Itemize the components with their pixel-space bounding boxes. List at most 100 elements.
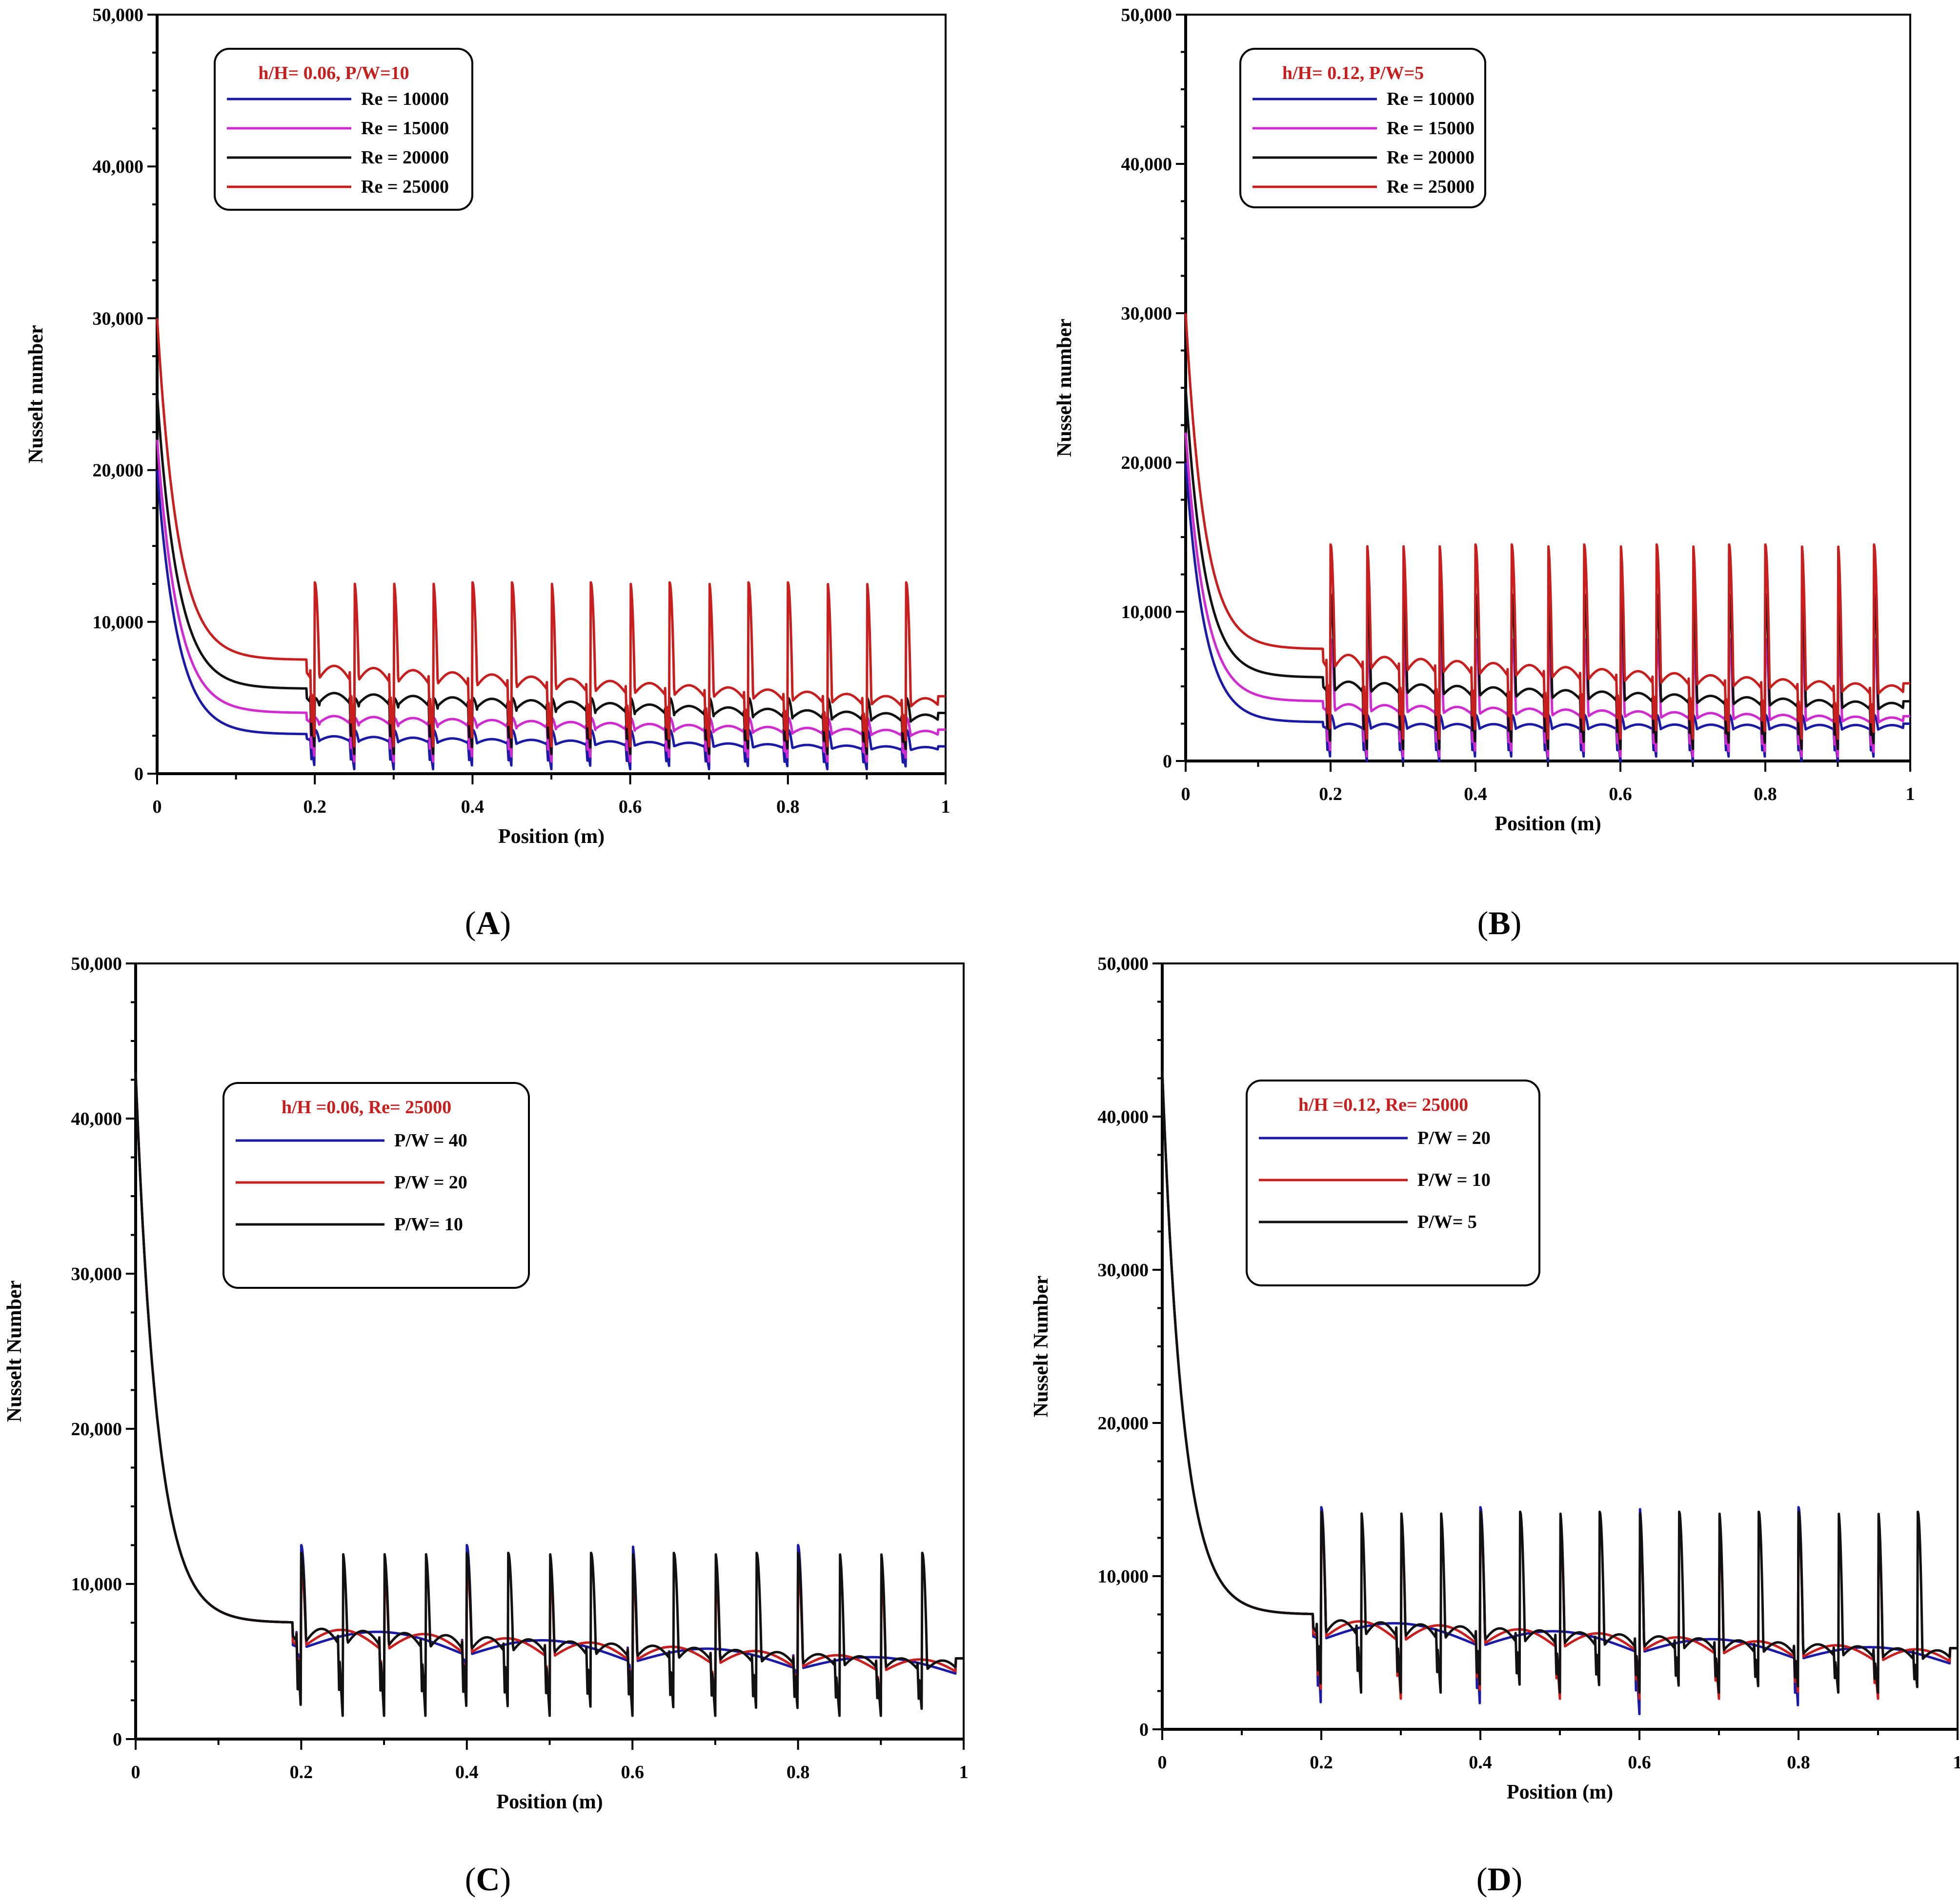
- y-axis-title: Nusselt Number: [1030, 1276, 1052, 1418]
- x-tick-label: 0.6: [1609, 784, 1632, 804]
- x-tick-label: 0.6: [619, 797, 642, 817]
- legend-entry-1: P/W = 10: [1417, 1170, 1491, 1190]
- panel-label: (A): [465, 904, 511, 941]
- panel-label: (B): [1477, 904, 1522, 941]
- x-axis-title: Position (m): [498, 825, 605, 848]
- series-line-2: [134, 1072, 965, 1717]
- panel-label: (D): [1476, 1861, 1522, 1898]
- legend-box: [1246, 1080, 1540, 1286]
- panel-label-open: (: [465, 904, 476, 941]
- x-axis-title: Position (m): [1495, 813, 1601, 835]
- x-tick-label: 0.4: [455, 1762, 479, 1782]
- y-axis-title: Nusselt number: [1053, 319, 1076, 457]
- x-tick-label: 0.4: [461, 797, 485, 817]
- y-tick-label: 40,000: [93, 157, 144, 177]
- y-tick-label: 0: [134, 764, 143, 784]
- chart-panel-d: 0 10,000 20,000 30,000 40,000 50,000 0 0.2 0.4 0.…: [1030, 954, 1960, 1898]
- y-tick-label: 0: [1139, 1720, 1149, 1740]
- panel-label-letter: B: [1488, 904, 1510, 941]
- x-tick-label: 0.2: [1310, 1752, 1333, 1773]
- legend-box: [222, 1082, 530, 1289]
- y-tick-label: 50,000: [93, 5, 144, 25]
- panel-label-close: ): [1512, 1861, 1523, 1898]
- x-tick-label: 0: [131, 1762, 141, 1782]
- y-tick-label: 10,000: [93, 612, 144, 633]
- chart-panel-b: 0 10,000 20,000 30,000 40,000 50,000 0 0.2 0.4 0.…: [1053, 5, 1915, 941]
- x-tick-label: 0.4: [1464, 784, 1487, 804]
- legend-entry-1: Re = 15000: [1387, 118, 1475, 139]
- x-tick-label: 0: [153, 797, 162, 817]
- series-line-2: [1184, 387, 1911, 750]
- x-tick-label: 0.6: [1628, 1752, 1651, 1773]
- legend-entry-0: Re = 10000: [361, 89, 449, 109]
- y-tick-label: 20,000: [93, 460, 144, 481]
- legend-entry-0: Re = 10000: [1387, 89, 1475, 109]
- y-tick-label: 40,000: [1121, 154, 1172, 175]
- y-axis-title: Nusselt number: [25, 325, 47, 463]
- y-tick-label: 20,000: [1098, 1413, 1149, 1434]
- series-line-2: [1161, 1070, 1959, 1694]
- legend-entry-3: Re = 25000: [361, 177, 449, 197]
- x-tick-label: 1: [1953, 1752, 1960, 1773]
- y-tick-label: 30,000: [1098, 1260, 1149, 1281]
- panel-label-close: ): [500, 904, 511, 941]
- legend-entry-1: Re = 15000: [361, 118, 449, 139]
- x-tick-label: 1: [941, 797, 950, 817]
- x-tick-label: 1: [959, 1762, 969, 1782]
- series-line-3: [156, 318, 947, 748]
- x-tick-label: 0.2: [303, 797, 326, 817]
- panel-label-open: (: [1476, 1861, 1488, 1898]
- panel-label-letter: D: [1487, 1861, 1511, 1898]
- x-tick-label: 0: [1158, 1752, 1167, 1773]
- chart-panel-c: 0 10,000 20,000 30,000 40,000 50,000 0 0.2 0.4 0.…: [3, 954, 969, 1898]
- legend-entry-1: P/W = 20: [394, 1172, 467, 1193]
- y-axis-title: Nusselt Number: [3, 1281, 26, 1422]
- legend-title: h/H =0.12, Re= 25000: [1298, 1095, 1468, 1115]
- series-line-1: [156, 440, 947, 763]
- x-tick-label: 0: [1181, 784, 1191, 804]
- legend-entry-2: Re = 20000: [1387, 147, 1475, 168]
- x-tick-label: 0.8: [1787, 1752, 1810, 1773]
- panel-label-close: ): [1511, 904, 1522, 941]
- legend-title: h/H =0.06, Re= 25000: [282, 1097, 451, 1118]
- series-line-0: [156, 470, 947, 771]
- y-tick-label: 30,000: [1121, 303, 1172, 324]
- panel-label-close: ): [500, 1861, 511, 1898]
- panel-label-letter: C: [476, 1861, 500, 1898]
- x-tick-label: 0.2: [1319, 784, 1342, 804]
- series-line-2: [156, 394, 947, 755]
- x-tick-label: 0.8: [787, 1762, 810, 1782]
- y-tick-label: 40,000: [1098, 1107, 1149, 1127]
- y-tick-label: 30,000: [93, 308, 144, 329]
- y-tick-label: 10,000: [1121, 602, 1172, 622]
- series-line-0: [1184, 462, 1911, 762]
- y-tick-label: 0: [1163, 751, 1172, 772]
- panel-label-open: (: [465, 1861, 476, 1898]
- y-tick-label: 20,000: [71, 1419, 122, 1440]
- y-tick-label: 0: [113, 1729, 122, 1750]
- legend-title: h/H= 0.06, P/W=10: [258, 63, 409, 83]
- x-axis-title: Position (m): [1507, 1781, 1613, 1803]
- legend-entry-2: Re = 20000: [361, 147, 449, 168]
- x-tick-label: 0.8: [1754, 784, 1777, 804]
- y-tick-label: 10,000: [1098, 1566, 1149, 1587]
- legend-entry-0: P/W = 40: [394, 1130, 467, 1151]
- legend-entry-2: P/W= 5: [1417, 1212, 1477, 1232]
- legend-entry-3: Re = 25000: [1387, 177, 1475, 197]
- x-axis-title: Position (m): [496, 1791, 603, 1813]
- series-line-1: [1184, 432, 1911, 758]
- y-tick-label: 30,000: [71, 1264, 122, 1284]
- panel-label-letter: A: [476, 904, 500, 941]
- legend-entry-2: P/W= 10: [394, 1214, 463, 1235]
- x-tick-label: 0.2: [290, 1762, 313, 1782]
- x-tick-label: 1: [1906, 784, 1915, 804]
- y-tick-label: 10,000: [71, 1574, 122, 1595]
- legend-title: h/H= 0.12, P/W=5: [1282, 63, 1424, 83]
- panel-label-open: (: [1477, 904, 1489, 941]
- y-tick-label: 50,000: [1098, 954, 1149, 974]
- series-line-3: [1184, 313, 1911, 740]
- y-tick-label: 20,000: [1121, 453, 1172, 473]
- legend-entry-0: P/W = 20: [1417, 1128, 1491, 1148]
- x-tick-label: 0.8: [776, 797, 800, 817]
